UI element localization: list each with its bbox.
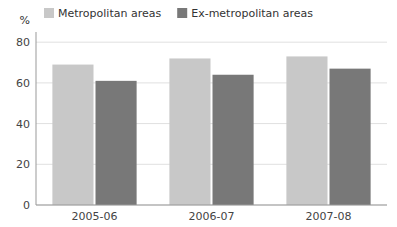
chart-svg: 0 20 40 60 80 2005-06 2006-07 2007-08% Metropoli… — [0, 0, 397, 227]
legend-swatch — [44, 8, 54, 18]
bar — [52, 65, 93, 205]
y-tick-label: 60 — [16, 77, 30, 90]
legend-swatch — [177, 8, 187, 18]
x-tick-label: 2005-06 — [72, 210, 118, 223]
y-tick-label: 80 — [16, 36, 30, 49]
grid — [36, 42, 387, 205]
legend: Metropolitan areas Ex-metropolitan areas — [44, 7, 313, 20]
x-axis-line — [36, 205, 387, 206]
bar — [169, 58, 210, 205]
bar — [96, 81, 137, 205]
legend-label: Metropolitan areas — [58, 7, 161, 20]
bars — [52, 56, 370, 205]
grid-line — [36, 205, 387, 206]
bar — [286, 56, 327, 205]
chart-container: 0 20 40 60 80 2005-06 2006-07 2007-08% Metropoli… — [0, 0, 397, 227]
legend-label: Ex-metropolitan areas — [191, 7, 313, 20]
y-tick-label: 40 — [16, 118, 30, 131]
bar — [213, 75, 254, 205]
bar — [330, 69, 371, 205]
y-axis-label: % — [20, 14, 30, 27]
y-tick-label: 20 — [16, 158, 30, 171]
grid-line — [36, 42, 387, 43]
x-tick-label: 2007-08 — [306, 210, 352, 223]
page: {"chart_data": {"type": "bar", "categori… — [0, 0, 397, 227]
x-tick-label: 2006-07 — [189, 210, 235, 223]
y-tick-label: 0 — [23, 199, 30, 212]
y-axis-line — [36, 32, 37, 205]
